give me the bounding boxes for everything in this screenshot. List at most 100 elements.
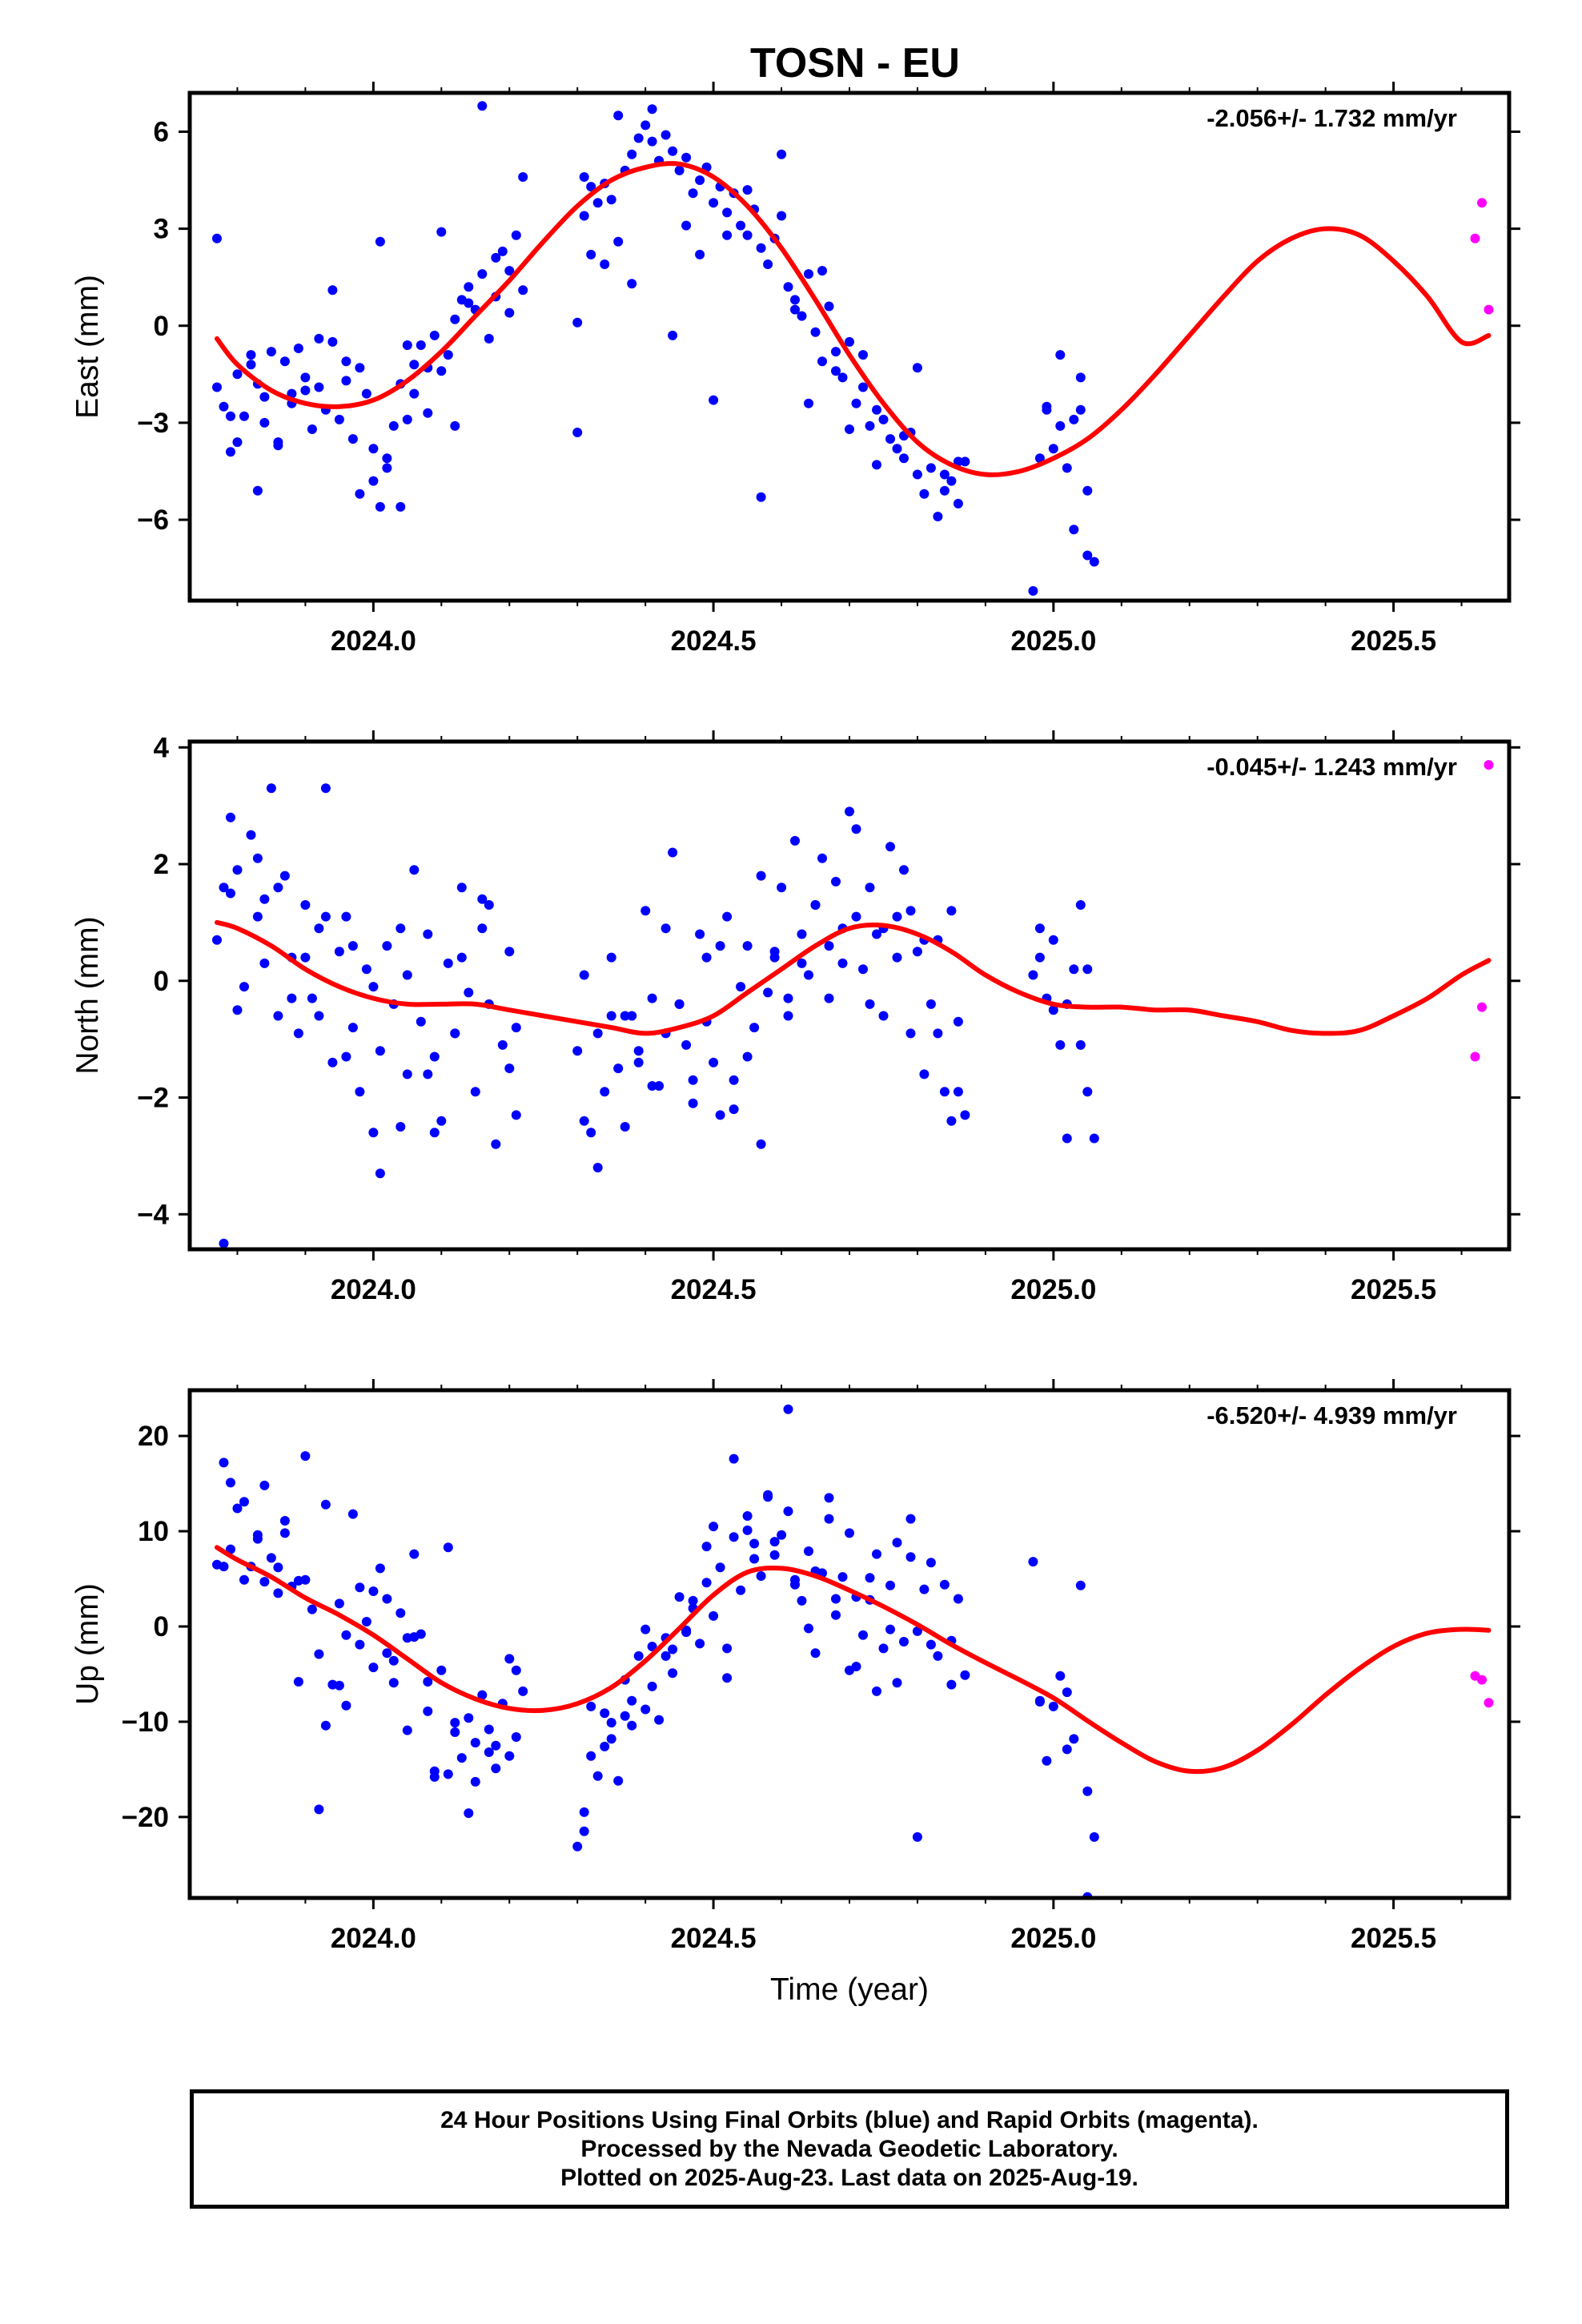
east-final-point	[491, 252, 501, 263]
up-final-point	[470, 1776, 480, 1787]
east-final-point	[246, 350, 256, 360]
up-final-point	[320, 1720, 331, 1731]
up-final-point	[831, 1594, 841, 1604]
east-final-point	[423, 408, 433, 418]
north-final-point	[511, 1110, 521, 1120]
east-final-point	[1075, 372, 1086, 383]
east-final-point	[845, 336, 854, 347]
up-final-point	[443, 1769, 453, 1779]
up-final-point	[572, 1841, 583, 1852]
up-final-point	[579, 1826, 589, 1836]
up-final-point	[491, 1763, 501, 1774]
east-final-point	[368, 476, 379, 486]
east-final-point	[681, 152, 692, 163]
up-final-point	[681, 1627, 692, 1638]
north-final-point	[681, 1039, 692, 1050]
up-final-point	[355, 1639, 365, 1650]
up-final-point	[810, 1648, 821, 1659]
up-final-point	[1049, 0, 1058, 5]
east-final-point	[926, 463, 936, 473]
east-final-point	[960, 456, 970, 467]
up-final-point	[647, 1681, 657, 1691]
north-final-point	[592, 1163, 603, 1172]
north-final-point	[456, 883, 467, 893]
up-final-point	[592, 1771, 603, 1781]
north-final-point	[722, 911, 733, 922]
up-final-point	[239, 1497, 249, 1507]
east-final-point	[443, 350, 453, 360]
up-final-point	[640, 1624, 651, 1634]
north-final-point	[1055, 1039, 1066, 1050]
up-final-point	[804, 1623, 813, 1634]
north-final-point	[491, 1139, 501, 1149]
east-rate-label: -2.056+/- 1.732 mm/yr	[1207, 104, 1457, 132]
up-final-point	[436, 1665, 447, 1675]
east-final-point	[396, 501, 406, 512]
north-final-point	[709, 1057, 719, 1068]
up-final-point	[334, 1598, 344, 1609]
north-final-point	[668, 847, 678, 858]
up-final-point	[613, 1775, 624, 1786]
east-final-point	[709, 395, 719, 405]
up-final-point	[1062, 1687, 1072, 1698]
north-final-point	[592, 1028, 603, 1039]
up-final-point	[219, 1458, 229, 1468]
up-final-point	[627, 1695, 637, 1706]
east-final-point	[266, 347, 276, 357]
north-final-point	[368, 982, 379, 992]
north-final-point	[226, 888, 235, 899]
up-final-point	[443, 1542, 453, 1553]
up-final-point	[586, 1751, 596, 1761]
x-tick-label: 2025.5	[1351, 1274, 1436, 1305]
east-final-point	[831, 366, 841, 376]
east-final-point	[953, 498, 963, 509]
up-final-point	[361, 1617, 371, 1626]
north-final-point	[905, 1028, 916, 1039]
up-final-point	[1028, 1557, 1038, 1567]
x-tick-label: 2024.5	[671, 625, 757, 657]
north-final-point	[1028, 970, 1038, 980]
north-final-point	[382, 941, 392, 951]
north-final-point	[633, 1057, 644, 1068]
up-final-point	[933, 1651, 943, 1661]
east-final-point	[885, 0, 895, 5]
up-final-point	[368, 1586, 379, 1596]
east-final-point	[232, 437, 243, 448]
north-final-point	[347, 1023, 358, 1033]
north-final-point	[423, 1069, 433, 1080]
up-final-point	[960, 1670, 970, 1680]
east-final-point	[504, 266, 515, 276]
up-final-point	[709, 1610, 719, 1621]
up-final-point	[600, 1741, 610, 1751]
north-final-point	[497, 1039, 508, 1050]
up-final-point	[783, 1404, 793, 1414]
north-final-point	[293, 1028, 303, 1039]
north-final-point	[1082, 1087, 1093, 1097]
north-final-point	[674, 999, 685, 1009]
north-final-point	[1069, 964, 1079, 975]
north-final-point	[933, 1028, 943, 1039]
east-final-point	[341, 356, 351, 367]
north-final-point	[790, 835, 800, 846]
north-final-point	[586, 1128, 596, 1138]
north-final-point	[361, 964, 371, 975]
east-final-point	[1062, 463, 1072, 473]
up-final-point	[484, 1724, 494, 1735]
up-final-point	[668, 1668, 678, 1679]
east-final-point	[885, 434, 895, 444]
north-final-point	[810, 900, 821, 910]
east-final-point	[375, 501, 385, 512]
north-final-point	[1048, 1005, 1058, 1015]
north-final-point	[831, 876, 841, 887]
up-final-point	[273, 1562, 283, 1573]
x-tick-label: 2024.5	[671, 1923, 757, 1954]
up-final-point	[722, 1643, 733, 1654]
east-rapid-point	[1477, 198, 1487, 208]
up-final-point	[620, 1711, 630, 1721]
up-final-point	[423, 1677, 433, 1687]
north-final-point	[212, 935, 222, 945]
north-final-point	[266, 783, 276, 794]
east-final-point	[327, 285, 338, 296]
east-final-point	[804, 269, 813, 279]
north-final-point	[845, 806, 854, 817]
